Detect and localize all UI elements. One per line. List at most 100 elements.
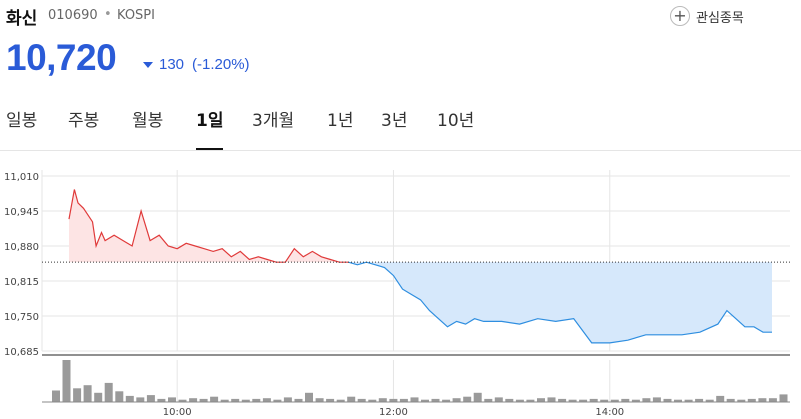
volume-bar — [125, 395, 134, 402]
volume-bar — [315, 398, 324, 402]
y-tick-label: 10,945 — [4, 207, 39, 218]
volume-bar — [526, 399, 535, 402]
price-line-below — [348, 261, 367, 266]
x-tick-label: 10:00 — [163, 407, 192, 418]
volume-bar — [62, 360, 71, 402]
volume-bar — [189, 398, 198, 402]
volume-bar — [663, 398, 672, 402]
volume-bar — [442, 399, 451, 402]
volume-bar — [421, 399, 429, 402]
volume-bar — [568, 399, 577, 402]
volume-bar — [473, 392, 482, 402]
tab-1year[interactable]: 1년 — [327, 111, 354, 131]
volume-bar — [336, 399, 345, 402]
volume-bar — [410, 397, 419, 402]
tab-3year[interactable]: 3년 — [381, 111, 408, 131]
y-tick-label: 11,010 — [4, 172, 39, 183]
volume-bar — [631, 399, 640, 402]
volume-bar — [431, 398, 440, 402]
volume-bar — [94, 392, 103, 402]
volume-bar — [83, 385, 92, 402]
volume-bar — [452, 398, 461, 402]
stock-code: 010690 — [48, 8, 98, 23]
y-tick-label: 10,750 — [4, 312, 39, 323]
volume-bar — [283, 397, 292, 402]
volume-bar — [294, 398, 303, 402]
volume-bar — [547, 397, 556, 402]
volume-bar — [168, 397, 176, 402]
volume-bar — [378, 398, 387, 402]
volume-bar — [768, 398, 777, 402]
tab-weekly[interactable]: 주봉 — [68, 111, 100, 131]
volume-bar — [357, 398, 366, 402]
x-tick-label: 12:00 — [379, 407, 408, 418]
volume-bar — [695, 398, 704, 402]
tab-3month[interactable]: 3개월 — [252, 111, 295, 131]
separator-dot: • — [104, 7, 112, 22]
volume-bar — [389, 398, 398, 402]
area-above-prev-close — [69, 189, 349, 263]
volume-bar — [73, 388, 82, 402]
stock-market: KOSPI — [117, 8, 155, 23]
volume-bar — [52, 390, 60, 402]
x-tick-label: 14:00 — [595, 407, 624, 418]
volume-bar — [716, 395, 725, 402]
stock-header: 화신 010690 • KOSPI + 관심종목 — [0, 0, 801, 40]
volume-bar — [779, 394, 788, 402]
stock-name: 화신 — [6, 9, 38, 29]
volume-bar — [652, 397, 661, 402]
volume-bar — [705, 399, 714, 402]
price-change: 130 (-1.20%) — [143, 56, 250, 73]
volume-bar — [505, 398, 514, 402]
tab-10year[interactable]: 10년 — [437, 111, 475, 131]
volume-bar — [558, 398, 567, 402]
area-below-prev-close — [348, 262, 367, 265]
volume-bar — [146, 395, 155, 402]
add-watchlist-button[interactable]: + 관심종목 — [670, 4, 744, 28]
plus-icon: + — [670, 6, 690, 26]
y-tick-label: 10,685 — [4, 347, 39, 358]
volume-bar — [231, 398, 240, 402]
volume-bar — [537, 398, 545, 402]
volume-bar — [684, 399, 693, 402]
volume-bar — [399, 398, 408, 402]
volume-bar — [136, 397, 145, 402]
price-line-above — [68, 189, 349, 263]
volume-bar — [579, 399, 588, 402]
volume-bar — [104, 382, 113, 402]
volume-bar — [515, 399, 524, 402]
change-amount: 130 — [159, 56, 185, 73]
volume-bar — [241, 399, 250, 402]
volume-bar — [589, 398, 598, 402]
down-arrow-icon — [143, 61, 153, 68]
volume-bar — [642, 398, 651, 402]
volume-bar — [115, 391, 124, 402]
period-tabs: 일봉 주봉 월봉 1일 3개월 1년 3년 10년 — [0, 106, 801, 150]
volume-bar — [347, 396, 356, 402]
volume-bar — [747, 398, 756, 402]
volume-bar — [368, 399, 377, 402]
volume-bar — [273, 399, 282, 402]
current-price: 10,720 — [6, 37, 117, 78]
volume-bar — [305, 392, 313, 402]
volume-bar — [758, 398, 767, 402]
y-tick-label: 10,880 — [4, 242, 39, 253]
area-below-prev-close — [366, 262, 772, 343]
tab-daily[interactable]: 일봉 — [6, 111, 38, 131]
volume-bar — [737, 399, 746, 402]
price-line-below — [366, 261, 772, 344]
y-tick-label: 10,815 — [4, 277, 39, 288]
volume-bar — [326, 398, 335, 402]
volume-bar — [210, 396, 219, 402]
tab-monthly[interactable]: 월봉 — [132, 111, 164, 131]
watchlist-label: 관심종목 — [696, 10, 744, 26]
tab-1day[interactable]: 1일 — [196, 106, 224, 150]
volume-bar — [494, 397, 503, 402]
volume-bar — [262, 398, 271, 402]
volume-bar — [600, 399, 609, 402]
volume-bar — [252, 398, 261, 402]
volume-bar — [199, 398, 208, 402]
change-percent: (-1.20%) — [192, 56, 250, 73]
volume-bar — [621, 398, 630, 402]
volume-bar — [726, 398, 735, 402]
